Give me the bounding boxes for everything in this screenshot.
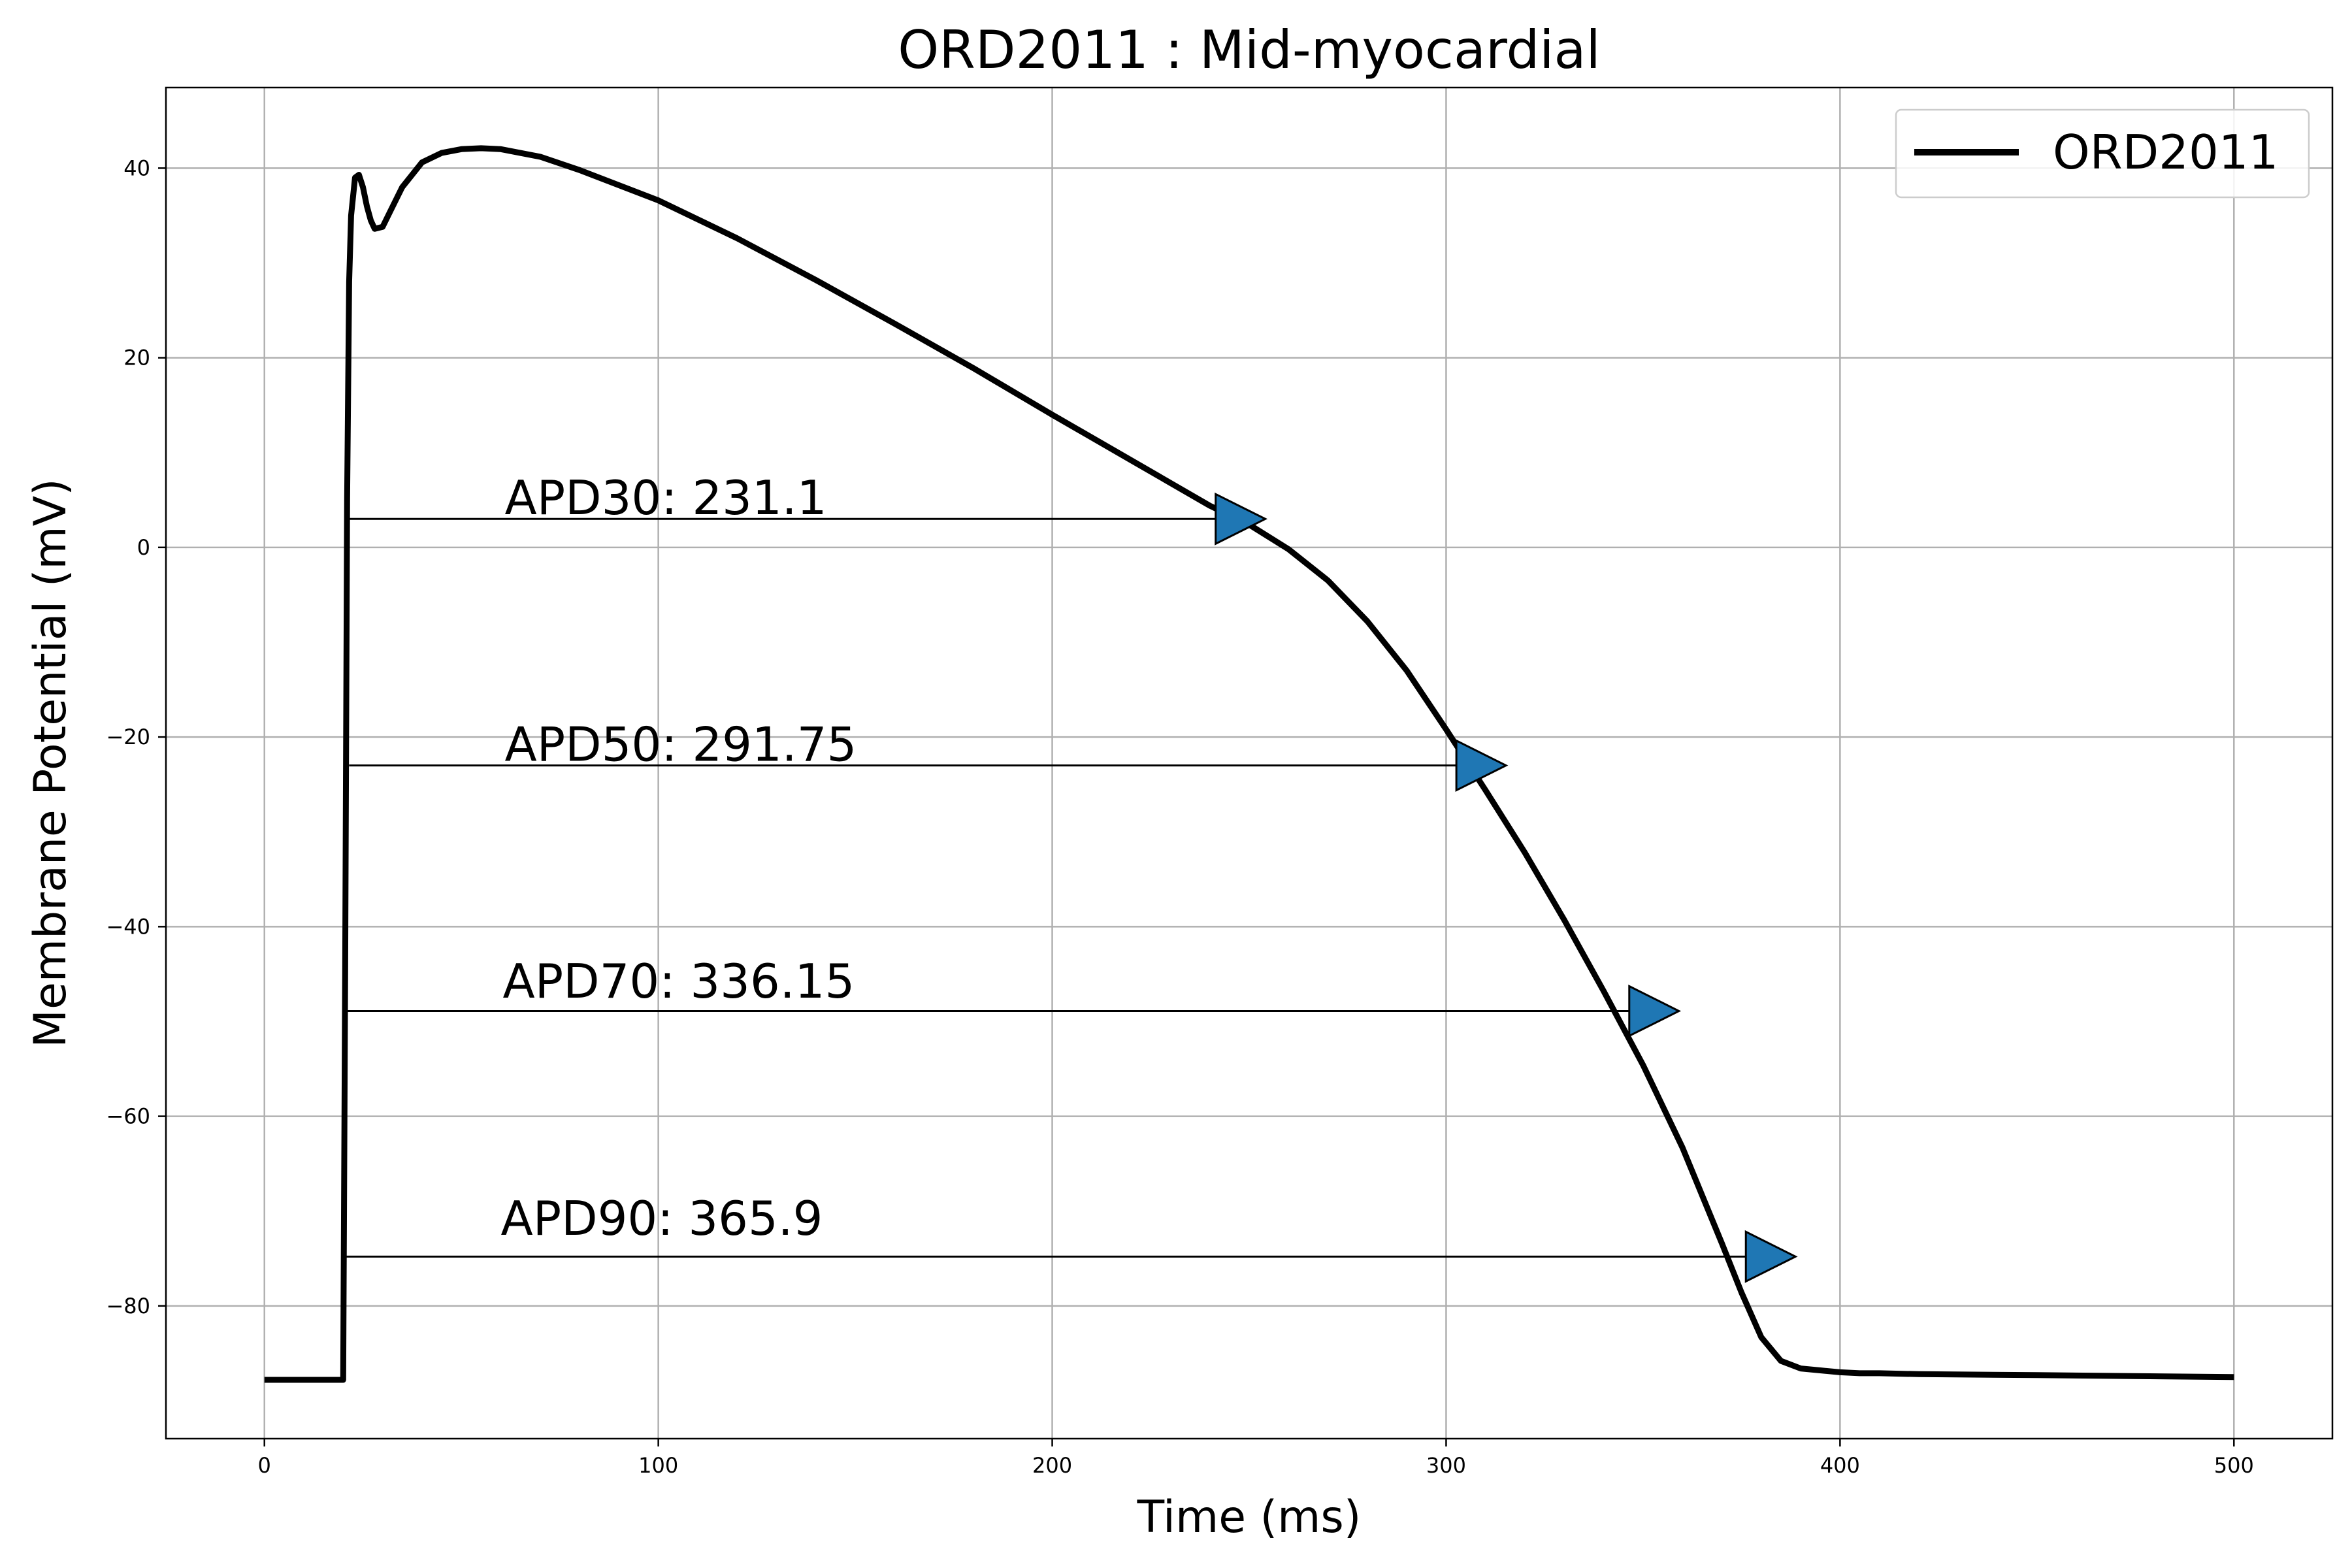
apd-marker — [1628, 985, 1682, 1037]
apd-label: APD70: 336.15 — [502, 954, 855, 1009]
grid — [166, 88, 2332, 1439]
apd-label: APD90: 365.9 — [500, 1191, 823, 1246]
chart-title: ORD2011 : Mid-myocardial — [898, 20, 1600, 80]
apd-label: APD50: 291.75 — [505, 717, 857, 772]
x-tick-label: 0 — [258, 1453, 271, 1478]
series-layer — [264, 145, 2234, 1383]
y-tick-label: 0 — [137, 535, 150, 560]
x-tick-label: 400 — [1820, 1453, 1860, 1478]
legend-label-ord2011: ORD2011 — [2053, 125, 2278, 180]
apd-marker — [1744, 1230, 1798, 1283]
x-tick-label: 100 — [638, 1453, 678, 1478]
apd-markers — [1215, 492, 1798, 1283]
legend: ORD2011 — [1895, 108, 2310, 199]
y-axis-label: Membrane Potential (mV) — [25, 478, 76, 1047]
y-tick-label: 20 — [123, 346, 150, 370]
apd-label: APD30: 231.1 — [505, 470, 827, 525]
y-ticks: −80 −60 −40 −20 0 20 40 — [106, 155, 166, 1318]
x-ticks: 0 100 200 300 400 500 — [258, 1439, 2254, 1478]
legend-box — [1895, 108, 2310, 199]
apd-annotations: APD30: 231.1 APD50: 291.75 APD70: 336.15 AP… — [345, 470, 1771, 1258]
x-tick-label: 500 — [2214, 1453, 2254, 1478]
apd-marker — [1455, 739, 1509, 792]
y-tick-label: 40 — [123, 155, 150, 180]
apd-marker — [1215, 492, 1268, 546]
series-line-ord2011 — [264, 145, 2234, 1383]
x-tick-label: 200 — [1032, 1453, 1072, 1478]
y-tick-label: −80 — [106, 1294, 150, 1318]
x-axis-label: Time (ms) — [1137, 1492, 1362, 1543]
y-tick-label: −40 — [106, 914, 150, 939]
y-tick-label: −20 — [106, 725, 150, 749]
y-tick-label: −60 — [106, 1104, 150, 1129]
x-tick-label: 300 — [1426, 1453, 1466, 1478]
plot-frame — [165, 86, 2334, 1440]
